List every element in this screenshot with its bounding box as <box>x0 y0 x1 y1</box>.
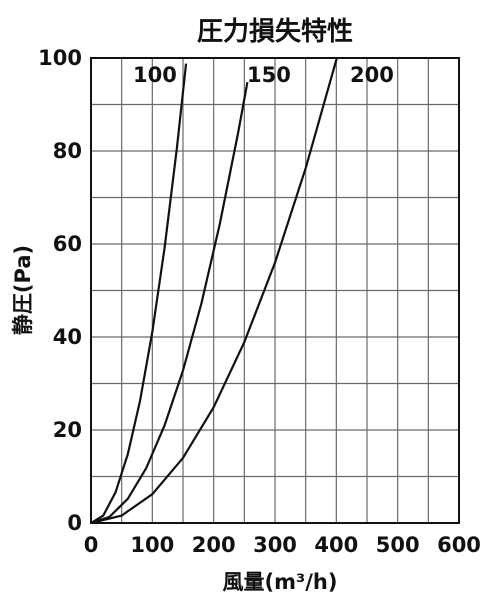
curves <box>91 58 338 523</box>
x-tick-label: 300 <box>253 533 297 557</box>
series-labels: 100 150 200 <box>133 63 394 87</box>
y-tick-label: 60 <box>53 232 82 256</box>
x-axis-title: 風量(m³/h) <box>223 570 338 594</box>
series-label-100: 100 <box>133 63 177 87</box>
y-tick-label: 20 <box>53 418 82 442</box>
chart-title: 圧力損失特性 <box>197 16 353 47</box>
series-label-150: 150 <box>247 63 291 87</box>
grid <box>91 58 459 523</box>
x-tick-label: 0 <box>84 533 99 557</box>
y-tick-label: 80 <box>53 139 82 163</box>
x-tick-labels: 0 100 200 300 400 500 600 <box>84 533 481 557</box>
series-label-200: 200 <box>350 63 394 87</box>
x-tick-label: 200 <box>192 533 236 557</box>
plot-frame <box>90 57 460 524</box>
y-axis-title: 静圧(Pa) <box>11 245 35 335</box>
y-tick-label: 0 <box>67 511 82 535</box>
y-tick-label: 100 <box>38 46 82 70</box>
x-tick-label: 400 <box>314 533 358 557</box>
series-line-150 <box>91 81 249 523</box>
y-tick-labels: 0 20 40 60 80 100 <box>38 46 82 535</box>
series-line-100 <box>91 63 188 523</box>
x-tick-label: 100 <box>130 533 174 557</box>
x-tick-label: 600 <box>437 533 481 557</box>
x-tick-label: 500 <box>376 533 420 557</box>
y-tick-label: 40 <box>53 325 82 349</box>
series-line-200 <box>91 58 338 523</box>
